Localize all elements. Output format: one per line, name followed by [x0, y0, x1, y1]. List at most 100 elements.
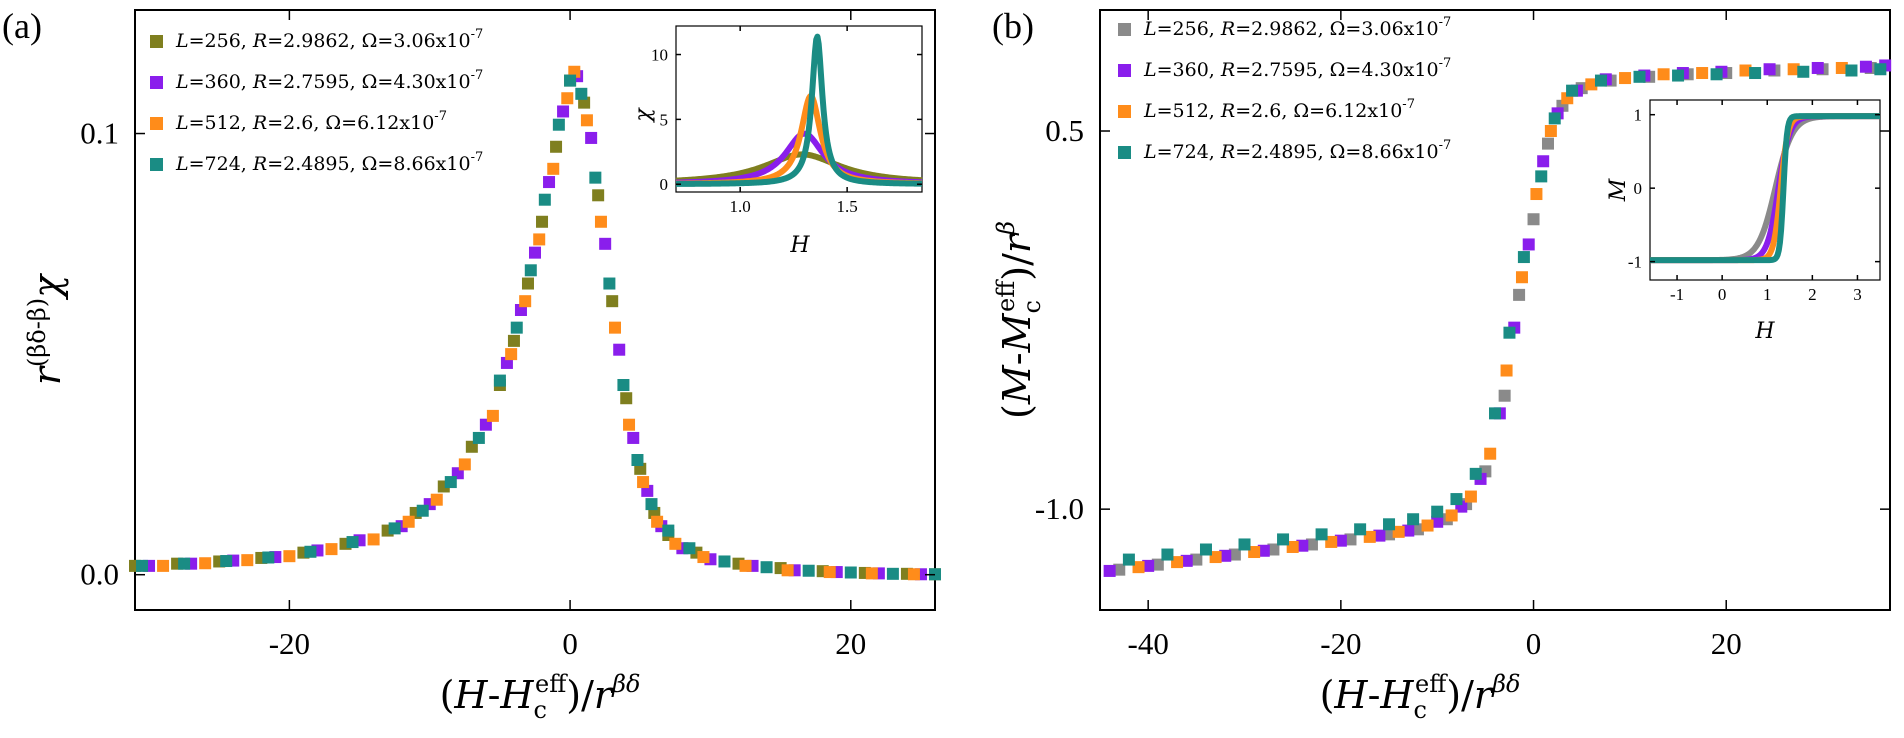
b-point-series-2	[1835, 61, 1848, 74]
x-tick-label: 0	[562, 626, 578, 661]
a-point-series-3	[802, 564, 815, 577]
y-tick-label: 0.1	[80, 116, 119, 151]
a-point-series-1	[599, 237, 612, 250]
panel-b-legend: L=256, R=2.9862, Ω=3.06x10-7 L=360, R=2.7…	[1118, 15, 1451, 163]
a-point-series-0	[521, 277, 534, 290]
a-point-series-3	[136, 559, 149, 572]
b-point-series-2	[1619, 72, 1632, 85]
panel-a: -20 0 200.00.1 (a) r(βδ-β)χ (H-Hceff)/rβδ …	[2, 6, 941, 724]
b-point-series-3	[1277, 533, 1290, 546]
b-point-series-0	[1541, 137, 1554, 150]
a-point-series-3	[552, 118, 565, 131]
b-point-series-1	[1180, 554, 1193, 567]
y-tick-label: 0.0	[80, 557, 119, 592]
b-point-series-1	[1522, 238, 1535, 251]
a-point-series-2	[199, 557, 212, 570]
legend-marker	[150, 158, 163, 171]
y-tick-label: 0.5	[1045, 113, 1084, 148]
a-point-series-2	[325, 543, 338, 556]
b-point-series-2	[1787, 63, 1800, 76]
b-point-series-2	[1515, 271, 1528, 284]
inset-a-peak-curve	[674, 33, 924, 187]
b-point-series-0	[1190, 553, 1203, 566]
legend-marker	[1118, 64, 1131, 77]
a-point-series-3	[589, 171, 602, 184]
b-point-series-0	[1411, 523, 1424, 536]
a-point-series-2	[907, 568, 920, 581]
b-point-series-1	[1373, 529, 1386, 542]
b-point-series-3	[1354, 523, 1367, 536]
legend-entry: L=256, R=2.9862, Ω=3.06x10-7	[175, 27, 483, 52]
a-point-series-2	[739, 559, 752, 572]
a-point-series-3	[844, 566, 857, 579]
y-tick-label: -1.0	[1035, 491, 1084, 526]
b-point-series-3	[1469, 467, 1482, 480]
inset-a-peak-curve	[674, 151, 924, 184]
a-point-series-3	[388, 522, 401, 535]
a-point-series-3	[304, 545, 317, 558]
b-point-series-1	[1296, 539, 1309, 552]
b-point-series-3	[1594, 74, 1607, 87]
legend-entry: L=512, R=2.6, Ω=6.12x10-7	[175, 109, 447, 134]
panel-b-label: (b)	[992, 6, 1034, 46]
b-point-series-3	[1122, 553, 1135, 566]
b-point-series-1	[1763, 63, 1776, 76]
b-point-series-3	[1548, 112, 1561, 125]
a-point-series-3	[564, 74, 577, 87]
a-point-series-1	[613, 343, 626, 356]
a-point-series-2	[697, 551, 710, 564]
x-tick-label: 3	[1853, 285, 1862, 304]
a-point-series-3	[524, 264, 537, 277]
legend-entry: L=724, R=2.4895, Ω=8.66x10-7	[1143, 138, 1451, 163]
b-point-series-1	[1219, 549, 1232, 562]
y-tick-label: 5	[660, 110, 669, 129]
a-point-series-3	[886, 567, 899, 580]
a-point-series-2	[823, 566, 836, 579]
b-point-series-1	[1334, 534, 1347, 547]
b-point-series-1	[1431, 515, 1444, 528]
a-point-series-2	[402, 515, 415, 528]
a-point-series-2	[651, 515, 664, 528]
panel-b: -40 -20 0 20-1.00.5 (b) (M-Mceff)/rβ (H-Hce…	[992, 6, 1892, 724]
b-point-series-2	[1286, 540, 1299, 553]
x-tick-label: 20	[1711, 626, 1742, 661]
inset-a-marks	[674, 33, 924, 187]
a-point-series-2	[865, 567, 878, 580]
y-tick-label: -1	[1628, 253, 1642, 272]
a-point-series-2	[637, 476, 650, 489]
b-point-series-2	[1421, 519, 1434, 532]
a-point-series-1	[543, 176, 556, 189]
a-point-series-2	[781, 564, 794, 577]
svg-text:(H-Hceff)/rβδ: (H-Hceff)/rβδ	[1320, 670, 1521, 724]
b-point-series-1	[1142, 559, 1155, 572]
a-point-series-2	[241, 554, 254, 567]
legend-marker	[1118, 105, 1131, 118]
b-point-series-3	[1383, 518, 1396, 531]
b-point-series-2	[1696, 67, 1709, 80]
legend-marker	[1118, 23, 1131, 36]
x-tick-label: 1.0	[730, 197, 751, 216]
a-point-series-3	[683, 542, 696, 555]
a-point-series-3	[346, 536, 359, 549]
a-point-series-3	[472, 431, 485, 444]
x-tick-label: 1	[1763, 285, 1772, 304]
a-point-series-2	[367, 533, 380, 546]
a-point-series-3	[575, 87, 588, 100]
a-point-series-1	[557, 105, 570, 118]
inset-b-ylabel: M	[1606, 178, 1631, 202]
panel-b-axes: -40 -20 0 20-1.00.5	[1035, 10, 1890, 661]
a-point-series-2	[623, 418, 636, 431]
legend-entry: L=360, R=2.7595, Ω=4.30x10-7	[175, 68, 483, 93]
b-point-series-2	[1248, 546, 1261, 559]
panel-b-inset: -1 0 1 2 3 -1 0 1 H M	[1606, 99, 1882, 344]
a-point-series-3	[631, 454, 644, 466]
b-point-series-0	[1228, 548, 1241, 561]
b-point-series-1	[1811, 61, 1824, 74]
x-tick-label: 1.5	[837, 197, 858, 216]
x-tick-label: 0	[1718, 285, 1727, 304]
b-point-series-3	[1161, 548, 1174, 561]
y-tick-label: 10	[651, 46, 668, 65]
a-point-series-3	[538, 193, 551, 206]
panel-a-ylabel: r(βδ-β)χ	[23, 273, 69, 385]
a-point-series-2	[430, 493, 443, 506]
